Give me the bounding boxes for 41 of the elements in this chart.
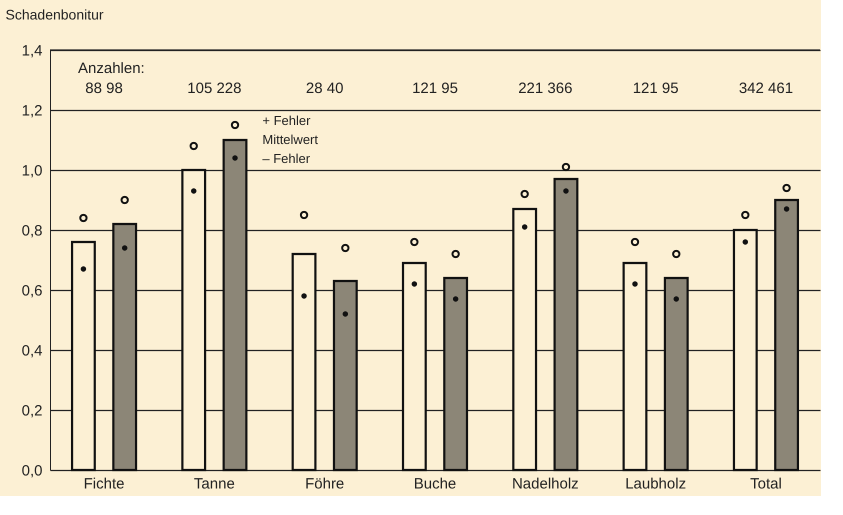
bar — [181, 168, 206, 472]
annotation: Anzahlen: — [78, 60, 145, 77]
annotation: 121 95 — [412, 80, 458, 97]
annotation: 121 95 — [632, 80, 679, 97]
bar — [732, 228, 758, 472]
annotation: 105 228 — [187, 80, 242, 97]
y-tick-label: 1,4 — [22, 42, 42, 60]
x-tick-label: Fichte — [84, 476, 124, 492]
x-tick-label: Tanne — [194, 476, 235, 492]
y-tick-label: 0,6 — [22, 282, 42, 300]
bar — [622, 262, 648, 472]
bar — [222, 138, 248, 472]
y-tick-label: 0,8 — [22, 222, 42, 240]
bar — [332, 280, 358, 472]
annotation: 88 98 — [85, 80, 123, 97]
x-tick-label: Laubholz — [625, 476, 686, 492]
y-tick-label: 0,4 — [22, 342, 42, 360]
x-tick-label: Föhre — [305, 476, 344, 492]
bar — [402, 262, 427, 472]
annotation: 28 40 — [306, 80, 344, 97]
annotation: – Fehler — [262, 151, 311, 166]
bar — [292, 252, 316, 472]
y-tick-label: 1,2 — [22, 102, 42, 120]
bar — [70, 240, 96, 472]
y-axis-title: Schadenbonitur — [6, 6, 104, 22]
y-tick-label: 0,2 — [22, 402, 42, 420]
y-tick-label: 0,0 — [22, 462, 42, 480]
bar — [664, 276, 689, 472]
y-tick-label: 1,0 — [22, 162, 42, 180]
bar — [443, 276, 468, 472]
bar — [112, 222, 138, 472]
x-tick-label: Total — [750, 476, 782, 492]
annotation: Mittelwert — [262, 132, 318, 147]
bar — [554, 178, 578, 472]
bar — [774, 198, 800, 472]
annotation: 342 461 — [738, 80, 794, 97]
bar — [512, 208, 538, 472]
x-tick-label: Nadelholz — [512, 476, 579, 492]
annotation: + Fehler — [262, 113, 312, 128]
x-tick-label: Buche — [414, 476, 456, 492]
annotation: 221 366 — [518, 80, 572, 97]
